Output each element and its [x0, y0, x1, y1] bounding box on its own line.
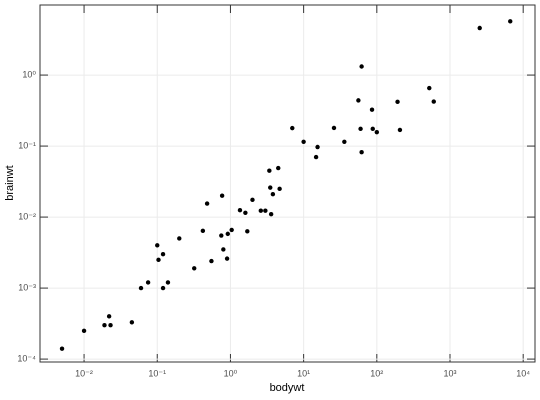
point: [370, 126, 375, 132]
point: [245, 229, 250, 234]
point: [477, 25, 482, 31]
point: [81, 328, 87, 334]
point: [192, 266, 197, 271]
x-tick-label: 10¹: [297, 368, 310, 378]
point: [313, 154, 319, 160]
point: [221, 247, 226, 252]
panel-border: [39, 4, 536, 363]
x-tick-label: 10³: [443, 368, 456, 378]
point: [108, 323, 113, 328]
plot-background: [40, 5, 535, 362]
point: [156, 257, 161, 263]
y-tick-label: 10⁻³: [18, 282, 36, 292]
point: [219, 233, 224, 238]
point: [160, 252, 166, 257]
point: [268, 185, 273, 190]
x-tick-label: 10⁻²: [75, 368, 93, 378]
point: [277, 186, 282, 192]
point: [270, 191, 276, 197]
point: [200, 228, 206, 234]
point: [431, 99, 436, 104]
point: [331, 125, 337, 131]
point: [209, 258, 214, 264]
point: [106, 314, 112, 319]
y-axis-title: brainwt: [4, 165, 16, 200]
point: [155, 243, 160, 248]
point: [243, 210, 248, 215]
point: [263, 208, 268, 213]
point: [395, 99, 400, 105]
point: [237, 207, 243, 213]
point: [359, 64, 364, 69]
point: [258, 208, 264, 213]
point: [102, 323, 107, 328]
point: [129, 320, 135, 325]
point: [268, 211, 274, 217]
point: [229, 227, 234, 233]
x-tick-label: 10⁴: [516, 368, 530, 378]
point: [374, 129, 380, 135]
point: [359, 149, 364, 155]
y-tick-label: 10⁻⁴: [17, 353, 36, 363]
point: [427, 85, 432, 91]
x-axis-title: bodywt: [270, 382, 305, 394]
point: [138, 285, 144, 291]
point: [145, 280, 151, 285]
x-tick-label: 10⁰: [224, 368, 238, 378]
point: [204, 201, 210, 206]
point: [267, 168, 272, 173]
y-tick-label: 10⁻¹: [18, 140, 36, 150]
point: [177, 236, 182, 241]
x-tick-label: 10²: [370, 368, 383, 378]
point: [315, 144, 320, 150]
point: [397, 127, 403, 133]
point: [160, 285, 166, 291]
point: [250, 197, 255, 203]
y-tick-label: 10⁰: [22, 69, 36, 79]
y-tick-label: 10⁻²: [18, 211, 36, 221]
point: [290, 125, 295, 131]
point: [508, 19, 513, 24]
point: [369, 107, 375, 112]
point: [358, 126, 363, 132]
point: [165, 280, 171, 285]
point: [225, 231, 230, 237]
point: [219, 193, 225, 198]
point: [276, 165, 281, 171]
point: [301, 139, 306, 144]
point: [356, 98, 361, 103]
point: [59, 346, 65, 351]
point: [224, 256, 230, 261]
point: [342, 139, 347, 144]
x-tick-label: 10⁻¹: [148, 368, 166, 378]
